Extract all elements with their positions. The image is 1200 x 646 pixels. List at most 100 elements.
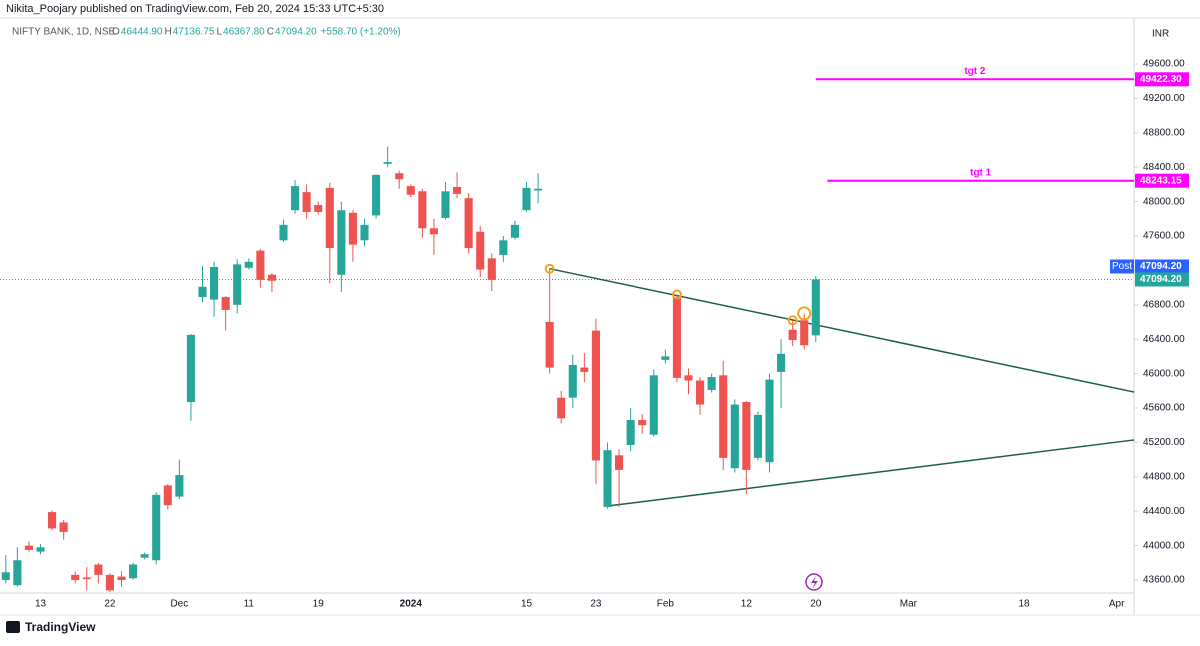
candle-body (175, 475, 184, 497)
publisher: Nikita_Poojary published on TradingView.… (6, 3, 384, 15)
candle-body (672, 297, 681, 378)
trend-line (549, 267, 1134, 393)
candle-body (198, 286, 207, 298)
candle-body (233, 264, 242, 305)
candle-body (186, 334, 195, 402)
y-tick-label: 47600.00 (1143, 231, 1185, 242)
x-tick-label: 19 (313, 599, 325, 610)
y-tick-label: 49600.00 (1143, 59, 1185, 70)
candle-body (649, 375, 658, 435)
candle-body (545, 322, 554, 368)
candle-body (418, 191, 427, 229)
symbol: NIFTY BANK, 1D, NSE (12, 27, 116, 38)
y-tick-label: 48400.00 (1143, 162, 1185, 173)
candle-body (256, 250, 265, 280)
candle-body (152, 494, 161, 561)
candle-body (603, 450, 612, 507)
candle-body (221, 297, 230, 310)
candle-body (82, 577, 91, 580)
candle-body (360, 224, 369, 241)
x-tick-label: Feb (657, 599, 675, 610)
currency: INR (1152, 29, 1169, 40)
ohlc-key: C (267, 27, 274, 38)
candle-body (557, 397, 566, 419)
event-icon-bolt (811, 576, 818, 589)
candle-body (105, 574, 114, 591)
candle-body (348, 212, 357, 245)
candle-body (117, 576, 126, 581)
y-tick-label: 45200.00 (1143, 437, 1185, 448)
candle-body (522, 187, 531, 211)
x-tick-label: 23 (590, 599, 602, 610)
candle-body (267, 274, 276, 281)
post-label: Post (1112, 261, 1132, 272)
candle-body (244, 261, 253, 268)
brand: TradingView (25, 620, 96, 634)
x-tick-label: 13 (35, 599, 47, 610)
candle-body (71, 574, 80, 581)
post-value-box (1135, 259, 1189, 274)
candle-body (580, 367, 589, 372)
ohlc-value: 46367.80 (223, 27, 265, 38)
candle-body (36, 547, 45, 552)
candle-body (777, 353, 786, 372)
candle-body (661, 356, 670, 360)
candle-body (719, 375, 728, 458)
candle-body (279, 224, 288, 241)
candle-body (13, 560, 22, 586)
y-tick-label: 46400.00 (1143, 334, 1185, 345)
candle-body (1, 572, 10, 581)
candle-body (476, 231, 485, 270)
marker (544, 263, 555, 274)
x-tick-label: 12 (741, 599, 753, 610)
candle-body (453, 186, 462, 194)
y-tick-label: 48800.00 (1143, 127, 1185, 138)
ohlc-value: 46444.90 (121, 27, 163, 38)
candle-body (487, 258, 496, 280)
candle-body (615, 455, 624, 470)
y-tick-label: 44800.00 (1143, 471, 1185, 482)
x-tick-label: 22 (104, 599, 116, 610)
candle-body (406, 186, 415, 195)
candle-body (811, 279, 820, 336)
candle-body (140, 554, 149, 558)
candle-body (626, 420, 635, 445)
candle-body (48, 512, 57, 529)
ohlc-value: 47094.20 (275, 27, 317, 38)
candle-body (59, 522, 68, 532)
y-tick-label: 48000.00 (1143, 196, 1185, 207)
candle-body (24, 545, 33, 550)
candle-body (800, 320, 809, 346)
y-tick-label: 43600.00 (1143, 575, 1185, 586)
x-tick-label: 15 (521, 599, 533, 610)
x-tick-label: Mar (900, 599, 918, 610)
event-icon (805, 573, 823, 591)
marker (797, 306, 812, 321)
brand-logo (6, 621, 20, 633)
candle-body (395, 173, 404, 180)
target-name: tgt 1 (970, 167, 992, 178)
y-tick-label: 46800.00 (1143, 299, 1185, 310)
candle-body (441, 191, 450, 218)
post-value: 47094.20 (1140, 261, 1182, 272)
target-name: tgt 2 (964, 66, 986, 77)
candle-body (94, 564, 103, 575)
x-tick-label: 2024 (400, 599, 423, 610)
ohlc-value: 47136.75 (173, 27, 215, 38)
candle-body (325, 187, 334, 249)
candle-body (730, 404, 739, 469)
candle-body (753, 414, 762, 458)
ohlc-legend: O 46444.90 H 47136.75 L 46367.80 C 47094.20 +558… (112, 27, 401, 38)
x-tick-label: 18 (1019, 599, 1031, 610)
candle-body (337, 210, 346, 275)
target-label-box (1135, 173, 1189, 188)
ohlc-key: L (216, 27, 222, 38)
y-tick-label: 45600.00 (1143, 403, 1185, 414)
candle-body (591, 330, 600, 461)
candle-body (314, 205, 323, 212)
candle-body (534, 188, 543, 191)
candle-body (684, 375, 693, 381)
y-tick-label: 44000.00 (1143, 540, 1185, 551)
candle-body (383, 162, 392, 164)
